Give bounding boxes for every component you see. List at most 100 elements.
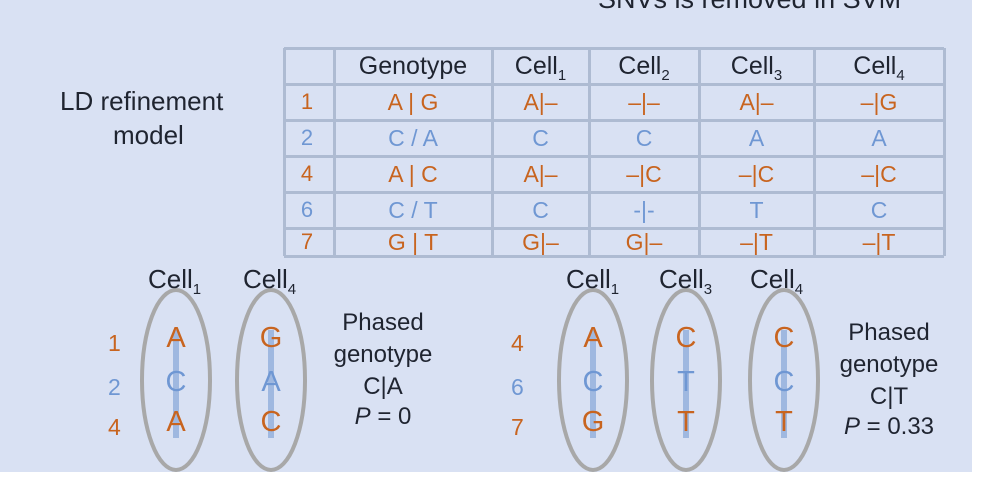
left_group-snp-label: 1	[108, 330, 121, 356]
table-rule-h	[284, 227, 944, 230]
table-rule-v	[813, 48, 816, 256]
right_group-cell-header-label: Cell1	[566, 264, 619, 298]
left_group-snp-label: 2	[108, 374, 121, 400]
table-cell: C	[635, 124, 653, 151]
table-cell: A	[871, 124, 887, 151]
right_group-allele: T	[677, 366, 695, 398]
table-rule-v	[698, 48, 701, 256]
right_group-cell-header-label: Cell4	[750, 264, 803, 298]
table-cell: –|T	[862, 228, 896, 255]
left_group-allele: A	[166, 406, 186, 438]
table-row-label: 4	[300, 161, 314, 186]
table-header-label: Cell4	[853, 52, 904, 84]
table-cell: A|–	[523, 160, 558, 187]
table-cell: –|C	[626, 160, 662, 187]
right_group-allele: G	[581, 406, 605, 438]
right_group-snp-label: 4	[511, 330, 524, 356]
left_group-cell-header-label-subscript: 1	[192, 281, 202, 299]
table-cell: –|–	[628, 88, 660, 115]
table-header-2: Cell2	[589, 52, 699, 84]
table-header-label-subscript: 4	[896, 67, 905, 84]
left_group-cell-header-label: Cell4	[243, 264, 296, 298]
table-header-label-text: Genotype	[358, 52, 468, 80]
right_group-cell-header-label-text: Cell	[750, 264, 795, 294]
right_group-phased-genotype: C|T	[869, 383, 909, 410]
table-rule-v	[943, 48, 946, 256]
table-cell: C	[532, 196, 549, 223]
table-header-label: Cell3	[731, 52, 782, 84]
left_group-haplotype-bar	[268, 330, 274, 438]
table-cell: A | C	[388, 160, 438, 187]
table-cell: C / A	[388, 124, 438, 151]
table-rule-h	[284, 255, 944, 258]
table-header-label-text: Cell	[853, 52, 897, 80]
left_group-phased-line1: Phased	[342, 309, 424, 336]
table-header-label-text: Cell	[514, 52, 558, 80]
table-cell: G|–	[625, 228, 663, 255]
table-header-label-subscript: 3	[773, 67, 783, 84]
p-value-symbol: P	[843, 413, 860, 440]
left_group-snp-label: 4	[108, 414, 121, 440]
table-header-4: Cell4	[814, 52, 944, 84]
genotype-table: Genotype Cell1 Cell2 Cell3 Cell4 1 A | G A|– –|–…	[283, 47, 946, 258]
right_group-phased-line2: genotype	[839, 351, 939, 378]
table-rule-h	[284, 191, 944, 194]
table-row-label: 6	[300, 197, 314, 222]
p-value-rest: = 0	[370, 403, 412, 430]
right_group-snp-label: 7	[511, 414, 524, 440]
left_group-cell-header-label: Cell1	[148, 264, 201, 298]
right_group-allele: C	[582, 366, 604, 398]
left_group-allele: C	[165, 366, 187, 398]
right_group-cell-header-label: Cell3	[659, 264, 712, 298]
left_group-haplotype-ellipse	[140, 288, 212, 472]
right_group-allele: T	[677, 406, 695, 438]
table-header-0: Genotype	[334, 54, 492, 79]
left_group-cell-header: Cell1	[148, 264, 201, 298]
right_group-phased-line1: Phased	[848, 319, 930, 346]
right_group-cell-header: Cell3	[659, 264, 712, 298]
table-header-label-text: Cell	[618, 52, 662, 80]
table-cell: –|C	[861, 160, 897, 187]
right_group-allele: A	[583, 322, 603, 354]
right_group-allele: C	[773, 322, 795, 354]
left_group-cell-header: Cell4	[243, 264, 296, 298]
left_group-phased-genotype: C|A	[363, 373, 403, 400]
table-cell: C	[532, 124, 549, 151]
right_group-cell-header: Cell1	[566, 264, 619, 298]
table-row-label: 1	[300, 89, 314, 114]
table-header-label: Cell2	[618, 52, 669, 84]
left_group-allele: A	[261, 366, 281, 398]
table-cell: A|–	[523, 88, 558, 115]
table-header-label-subscript: 1	[557, 67, 567, 84]
right_group-cell-header-label-subscript: 1	[610, 281, 620, 299]
table-cell: A|–	[739, 88, 774, 115]
left_group-allele: A	[166, 322, 186, 354]
model-label-line2: model	[113, 120, 184, 150]
model-label-line1: LD refinement	[60, 86, 224, 116]
table-rule-h	[284, 155, 944, 158]
table-header-label: Genotype	[359, 52, 467, 80]
table-rule-v	[491, 48, 494, 256]
p-value-rest: = 0.33	[859, 413, 935, 440]
left_group-haplotype-ellipse	[235, 288, 307, 472]
right_group-haplotype-bar	[590, 330, 596, 438]
table-cell: C / T	[388, 196, 438, 223]
table-rule-h	[284, 119, 944, 122]
left_group-haplotype-bar	[173, 330, 179, 438]
right_group-allele: C	[675, 322, 697, 354]
table-header-label-subscript: 2	[661, 67, 670, 84]
table-cell: G|–	[522, 228, 559, 255]
left_group-cell-header-label-text: Cell	[148, 264, 193, 294]
right_group-cell-header-label-text: Cell	[659, 264, 704, 294]
right_group-haplotype-bar	[781, 330, 787, 438]
left_group-phased-line2: genotype	[333, 341, 433, 368]
figure-panel	[0, 0, 972, 472]
right_group-phased-p: P = 0.33	[809, 413, 969, 441]
table-cell: A | G	[387, 88, 439, 115]
right_group-haplotype-ellipse	[748, 288, 820, 472]
right_group-cell-header-label-text: Cell	[566, 264, 611, 294]
table-header-1: Cell1	[492, 52, 589, 84]
table-row-label: 2	[300, 125, 314, 150]
table-cell: –|G	[860, 88, 898, 115]
